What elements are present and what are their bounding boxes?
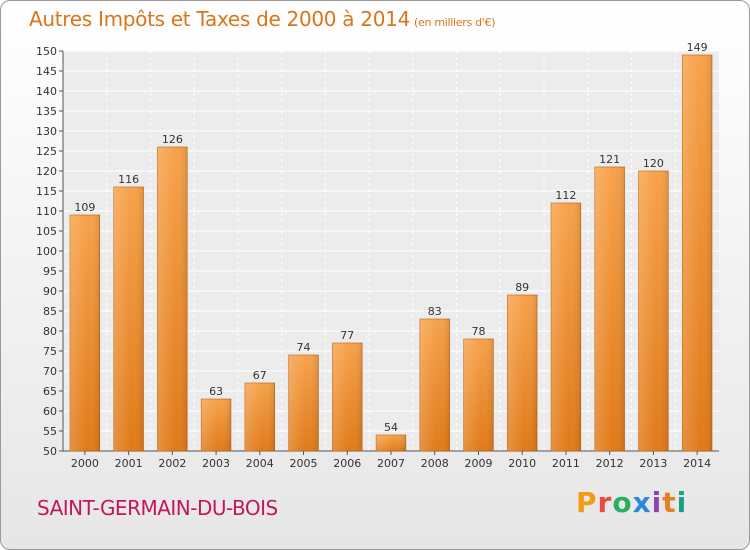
bar-shade [69,215,100,451]
commune-name: SAINT-GERMAIN-DU-BOIS [37,496,278,520]
x-tick-label: 2010 [508,457,536,470]
y-tick-label: 140 [36,85,57,98]
y-tick-label: 60 [43,405,57,418]
y-tick-label: 135 [36,105,57,118]
x-tick-label: 2013 [639,457,667,470]
bar-shade [201,399,231,451]
chart-title: Autres Impôts et Taxes de 2000 à 2014 (en… [29,7,495,31]
x-tick-label: 2002 [158,457,186,470]
bar-shade [157,147,188,451]
bar-value-label: 121 [599,153,620,166]
x-tick-label: 2003 [202,457,230,470]
y-tick-label: 50 [43,445,57,458]
x-tick-label: 2012 [596,457,624,470]
bar-shade [507,295,538,451]
logo-letter: i [676,486,688,519]
x-tick-label: 2005 [290,457,318,470]
bar-value-label: 149 [687,41,708,54]
bar-value-label: 67 [253,369,267,382]
y-tick-label: 55 [43,425,57,438]
bar-value-label: 83 [428,305,442,318]
y-tick-label: 105 [36,225,57,238]
bar-value-label: 74 [297,341,311,354]
y-tick-label: 75 [43,345,57,358]
y-tick-label: 125 [36,145,57,158]
x-tick-label: 2014 [683,457,711,470]
bar-value-label: 89 [515,281,529,294]
bar-shade [594,167,625,451]
bar-shade [113,187,144,451]
bar-shade [463,339,494,451]
bar-shade [682,55,713,451]
bar-value-label: 112 [555,189,576,202]
bar-value-label: 78 [471,325,485,338]
bar-value-label: 77 [340,329,354,342]
logo-letter: x [632,486,652,519]
x-tick-label: 2001 [115,457,143,470]
x-tick-label: 2011 [552,457,580,470]
x-tick-label: 2004 [246,457,274,470]
bar-shade [376,435,406,451]
y-tick-label: 80 [43,325,57,338]
bar-shade [332,343,363,451]
y-tick-label: 120 [36,165,57,178]
bar-value-label: 116 [118,173,139,186]
y-tick-label: 65 [43,385,57,398]
x-tick-label: 2009 [464,457,492,470]
bar-shade [419,319,450,451]
y-tick-label: 100 [36,245,57,258]
y-tick-label: 70 [43,365,57,378]
x-tick-label: 2000 [71,457,99,470]
y-tick-label: 95 [43,265,57,278]
bar-shade [244,383,275,451]
logo-letter: i [651,486,663,519]
y-tick-label: 115 [36,185,57,198]
chart-title-text: Autres Impôts et Taxes de 2000 à 2014 [29,7,410,31]
bar-value-label: 63 [209,385,223,398]
x-tick-label: 2006 [333,457,361,470]
logo-letter: t [662,486,677,519]
x-tick-label: 2007 [377,457,405,470]
bar-shade [551,203,581,451]
bar-value-label: 126 [162,133,183,146]
bar-value-label: 120 [643,157,664,170]
bar-value-label: 54 [384,421,398,434]
bar-value-label: 109 [74,201,95,214]
y-tick-label: 90 [43,285,57,298]
bar-shade [638,171,669,451]
logo-letter: P [576,486,598,519]
logo-letter: r [597,486,613,519]
y-tick-label: 110 [36,205,57,218]
bar-shade [288,355,319,451]
x-tick-label: 2008 [421,457,449,470]
y-tick-label: 145 [36,65,57,78]
y-tick-label: 150 [36,45,57,58]
y-tick-label: 130 [36,125,57,138]
y-tick-label: 85 [43,305,57,318]
proxiti-logo[interactable]: Proxiti [576,486,687,519]
logo-letter: o [612,486,633,519]
chart-unit: (en milliers d'€) [414,16,496,29]
